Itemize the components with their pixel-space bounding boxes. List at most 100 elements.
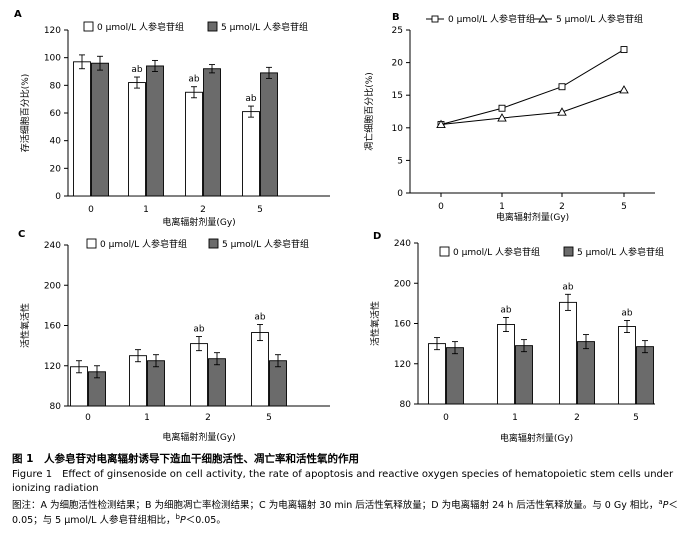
panel-b-point-s1-c0 <box>436 119 446 128</box>
panel-b-series-line-0 <box>440 49 625 126</box>
panel-a-y-tick-label-3: 60 <box>50 109 62 119</box>
panel-d-legend-swatch-0 <box>439 246 450 257</box>
caption-title-en: Figure 1 Effect of ginsenoside on cell a… <box>12 469 674 494</box>
panel-a-x-tick-label-0: 0 <box>88 205 94 215</box>
panel-a-bar-s1-c3 <box>260 72 278 197</box>
panel-d-x-tick-label-3: 5 <box>633 413 639 423</box>
panel-d-y-tick-label-0: 80 <box>400 400 412 410</box>
panel-d-bar-s1-c1 <box>515 345 533 405</box>
panel-d-letter: D <box>373 231 381 242</box>
panel-c-bar-s1-c1 <box>147 360 165 407</box>
panel-d-annotation-0: ab <box>500 305 512 315</box>
panel-d-x-tick-label-0: 0 <box>443 413 449 423</box>
caption-sup-a: a <box>658 497 663 506</box>
panel-b-y-tick-label-4: 20 <box>392 59 404 69</box>
caption-note-text: 图注：A 为细胞活性检测结果；B 为细胞凋亡率检测结果；C 为电离辐射 30 m… <box>12 500 659 511</box>
panel-d-bar-s1-c3 <box>636 346 654 405</box>
panel-c-legend-swatch-0 <box>86 238 97 249</box>
panel-c-y-tick-label-4: 240 <box>44 241 61 251</box>
panel-c-bar-s1-c3 <box>269 360 287 407</box>
panel-d-x-tick-label-1: 1 <box>512 413 518 423</box>
panel-a-y-tick-label-5: 100 <box>44 54 61 64</box>
panel-a-y-tick-label-4: 80 <box>50 81 62 91</box>
panel-a-annotation-2: ab <box>245 94 257 104</box>
panel-d-bar-s0-c2 <box>559 301 577 405</box>
panel-a-bar-s1-c2 <box>203 68 221 197</box>
panel-b-x-tick-label-1: 1 <box>499 202 505 212</box>
panel-c-annotation-1: ab <box>254 312 266 322</box>
panel-b-y-tick-label-5: 25 <box>392 26 403 36</box>
caption-p-symbol-b: P <box>179 515 186 526</box>
panel-b-letter: B <box>392 12 400 23</box>
panel-c-x-tick-label-0: 0 <box>85 413 91 423</box>
panel-a-x-tick-label-1: 1 <box>143 205 149 215</box>
panel-c-legend-label-1: 5 μmol/L 人参皂苷组 <box>222 238 309 250</box>
panel-d-bar-s0-c3 <box>618 326 636 405</box>
panel-d-x-axis-label: 电离辐射剂量(Gy) <box>500 432 573 444</box>
panel-a-y-tick-label-2: 40 <box>50 137 62 147</box>
panel-b-legend-label-1: 5 μmol/L 人参皂苷组 <box>556 13 643 25</box>
panel-a-y-axis-label: 存活细胞百分比(%) <box>19 74 31 153</box>
panel-a-bar-s0-c3 <box>242 111 260 197</box>
panel-a-bar-s1-c0 <box>91 62 109 197</box>
panel-d-y-axis-label: 活性氧活性 <box>369 301 381 346</box>
panel-a-letter: A <box>14 9 22 20</box>
panel-b-point-s1-c3 <box>619 85 629 94</box>
panel-d-x-tick-label-2: 2 <box>574 413 580 423</box>
panel-b-x-tick-label-3: 5 <box>621 202 627 212</box>
panel-c-x-axis-label: 电离辐射剂量(Gy) <box>162 431 235 443</box>
caption-note: 图注：A 为细胞活性检测结果；B 为细胞凋亡率检测结果；C 为电离辐射 30 m… <box>12 498 688 528</box>
panel-b-x-tick-label-0: 0 <box>438 202 444 212</box>
panel-c-y-tick-label-2: 160 <box>44 322 61 332</box>
panel-b-y-axis-label: 凋亡细胞百分比(%) <box>363 72 375 151</box>
panel-b-legend-marker-1 <box>538 14 548 23</box>
panel-a-legend-label-1: 5 μmol/L 人参皂苷组 <box>221 21 308 33</box>
panel-c-letter: C <box>18 229 25 240</box>
panel-c-y-tick-label-0: 80 <box>50 402 62 412</box>
panel-c-x-tick-label-2: 2 <box>205 413 211 423</box>
panel-d-annotation-1: ab <box>562 282 574 292</box>
panel-a-legend-label-0: 0 μmol/L 人参皂苷组 <box>97 21 184 33</box>
panel-c-y-tick-label-3: 200 <box>44 281 61 291</box>
panel-c-bar-s1-c2 <box>208 358 226 407</box>
caption-note-text-3: ＜0.05。 <box>185 515 226 526</box>
panel-d-annotation-2: ab <box>621 308 633 318</box>
panel-a-y-tick-label-6: 120 <box>44 26 61 36</box>
panel-b-legend-label-0: 0 μmol/L 人参皂苷组 <box>448 13 535 25</box>
panel-b-y-tick-label-0: 0 <box>397 189 403 199</box>
panel-b-y-tick-label-3: 15 <box>392 91 403 101</box>
caption-note-text-2: ＜0.05；与 5 μmol/L 人参皂苷组相比， <box>12 500 678 526</box>
panel-c-y-tick-label-1: 120 <box>44 362 61 372</box>
figure-caption: 图 1 人参皂苷对电离辐射诱导下造血干细胞活性、凋亡率和活性氧的作用 Figur… <box>12 452 688 528</box>
panel-a-annotation-0: ab <box>131 65 143 75</box>
panel-a-x-tick-label-3: 5 <box>257 205 263 215</box>
panel-a-y-tick-label-1: 20 <box>50 164 62 174</box>
panel-d-bar-s1-c0 <box>446 347 464 405</box>
panel-a-legend-swatch-1 <box>207 21 218 32</box>
panel-d-bar-s1-c2 <box>577 341 595 405</box>
panel-a-legend-swatch-0 <box>83 21 94 32</box>
panel-a-annotation-1: ab <box>188 75 200 85</box>
panel-d-legend-label-1: 5 μmol/L 人参皂苷组 <box>577 246 664 258</box>
panel-d-legend-label-0: 0 μmol/L 人参皂苷组 <box>453 246 540 258</box>
panel-b-legend-marker-0 <box>431 15 439 23</box>
panel-c-legend-label-0: 0 μmol/L 人参皂苷组 <box>100 238 187 250</box>
panel-d-bar-s0-c1 <box>497 324 515 405</box>
panel-d-bar-s0-c0 <box>428 343 446 405</box>
panel-d-legend-swatch-1 <box>563 246 574 257</box>
caption-p-symbol-a: P <box>662 500 669 511</box>
panel-c-annotation-0: ab <box>193 325 205 335</box>
panel-c-bar-s0-c3 <box>251 332 269 407</box>
panel-d-y-tick-label-4: 240 <box>394 239 411 249</box>
panel-c-legend-swatch-1 <box>208 238 219 249</box>
panel-a-bar-s0-c1 <box>128 82 146 197</box>
panel-c-bar-s0-c1 <box>129 355 147 407</box>
panel-a-y-tick-label-0: 0 <box>55 192 61 202</box>
panel-b-point-s1-c1 <box>497 113 507 122</box>
panel-a-x-tick-label-2: 2 <box>200 205 206 215</box>
panel-b-point-s0-c2 <box>558 83 566 91</box>
panel-b-y-tick-label-1: 5 <box>397 156 403 166</box>
panel-a-bar-s0-c0 <box>73 61 91 197</box>
panel-c-bar-s0-c2 <box>190 343 208 407</box>
